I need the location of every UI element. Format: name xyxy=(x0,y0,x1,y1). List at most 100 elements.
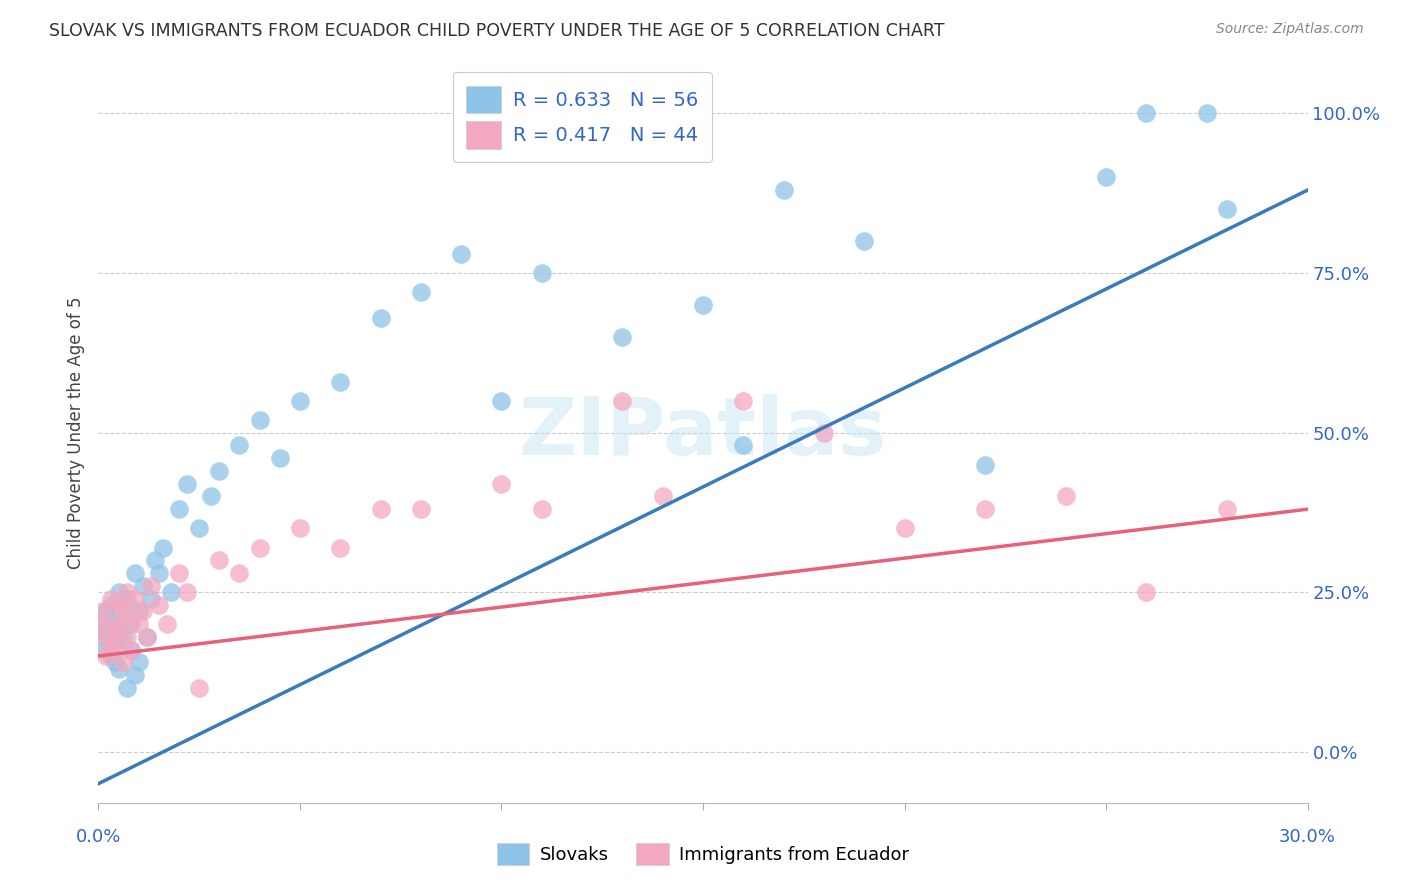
Point xyxy=(128,617,150,632)
Point xyxy=(111,630,134,644)
Point xyxy=(1054,490,1077,504)
Point xyxy=(107,585,129,599)
Point xyxy=(115,591,138,606)
Point xyxy=(370,502,392,516)
Point xyxy=(409,285,432,300)
Point xyxy=(132,579,155,593)
Point xyxy=(1216,502,1239,516)
Point xyxy=(612,330,634,344)
Point xyxy=(100,598,122,612)
Legend: Slovaks, Immigrants from Ecuador: Slovaks, Immigrants from Ecuador xyxy=(488,834,918,874)
Point xyxy=(96,642,118,657)
Point xyxy=(91,604,114,618)
Point xyxy=(152,541,174,555)
Point xyxy=(115,681,138,695)
Point xyxy=(139,579,162,593)
Point xyxy=(188,521,211,535)
Point xyxy=(135,630,157,644)
Point xyxy=(530,502,553,516)
Point xyxy=(132,604,155,618)
Text: ZIPatlas: ZIPatlas xyxy=(519,393,887,472)
Point xyxy=(167,566,190,580)
Point xyxy=(91,630,114,644)
Point xyxy=(167,502,190,516)
Point xyxy=(128,656,150,670)
Point xyxy=(208,464,231,478)
Point xyxy=(124,591,146,606)
Text: SLOVAK VS IMMIGRANTS FROM ECUADOR CHILD POVERTY UNDER THE AGE OF 5 CORRELATION C: SLOVAK VS IMMIGRANTS FROM ECUADOR CHILD … xyxy=(49,22,945,40)
Point xyxy=(103,636,125,650)
Point xyxy=(228,438,250,452)
Point xyxy=(100,611,122,625)
Point xyxy=(188,681,211,695)
Point xyxy=(288,393,311,408)
Point xyxy=(491,476,513,491)
Point xyxy=(692,298,714,312)
Point xyxy=(974,502,997,516)
Point xyxy=(1095,170,1118,185)
Point xyxy=(329,541,352,555)
Point xyxy=(530,266,553,280)
Point xyxy=(107,624,129,638)
Point xyxy=(124,566,146,580)
Point xyxy=(107,624,129,638)
Text: 0.0%: 0.0% xyxy=(76,829,121,847)
Point xyxy=(853,234,876,248)
Point xyxy=(733,393,755,408)
Point xyxy=(111,604,134,618)
Point xyxy=(128,604,150,618)
Point xyxy=(148,566,170,580)
Point xyxy=(176,585,198,599)
Point xyxy=(103,617,125,632)
Point xyxy=(249,541,271,555)
Point xyxy=(91,617,114,632)
Point xyxy=(120,642,142,657)
Point xyxy=(96,604,118,618)
Point xyxy=(200,490,222,504)
Point xyxy=(96,648,118,663)
Point xyxy=(370,310,392,325)
Text: Source: ZipAtlas.com: Source: ZipAtlas.com xyxy=(1216,22,1364,37)
Point xyxy=(1135,585,1157,599)
Point xyxy=(450,247,472,261)
Point xyxy=(733,438,755,452)
Point xyxy=(124,668,146,682)
Point xyxy=(103,656,125,670)
Point xyxy=(269,451,291,466)
Point xyxy=(107,662,129,676)
Point xyxy=(91,617,114,632)
Point xyxy=(115,630,138,644)
Point xyxy=(135,630,157,644)
Point xyxy=(107,598,129,612)
Point xyxy=(1216,202,1239,217)
Point xyxy=(612,393,634,408)
Y-axis label: Child Poverty Under the Age of 5: Child Poverty Under the Age of 5 xyxy=(66,296,84,569)
Point xyxy=(96,630,118,644)
Point xyxy=(100,648,122,663)
Point xyxy=(249,413,271,427)
Point xyxy=(143,553,166,567)
Point xyxy=(111,656,134,670)
Point xyxy=(120,642,142,657)
Point xyxy=(329,375,352,389)
Point xyxy=(1195,106,1218,120)
Point xyxy=(115,585,138,599)
Point xyxy=(120,617,142,632)
Point xyxy=(288,521,311,535)
Point xyxy=(103,636,125,650)
Point xyxy=(148,598,170,612)
Point xyxy=(409,502,432,516)
Point xyxy=(893,521,915,535)
Point xyxy=(100,591,122,606)
Point xyxy=(974,458,997,472)
Point xyxy=(772,183,794,197)
Point xyxy=(813,425,835,440)
Point xyxy=(1135,106,1157,120)
Point xyxy=(120,611,142,625)
Text: 30.0%: 30.0% xyxy=(1279,829,1336,847)
Point xyxy=(208,553,231,567)
Point xyxy=(100,642,122,657)
Point xyxy=(176,476,198,491)
Point xyxy=(160,585,183,599)
Point xyxy=(103,617,125,632)
